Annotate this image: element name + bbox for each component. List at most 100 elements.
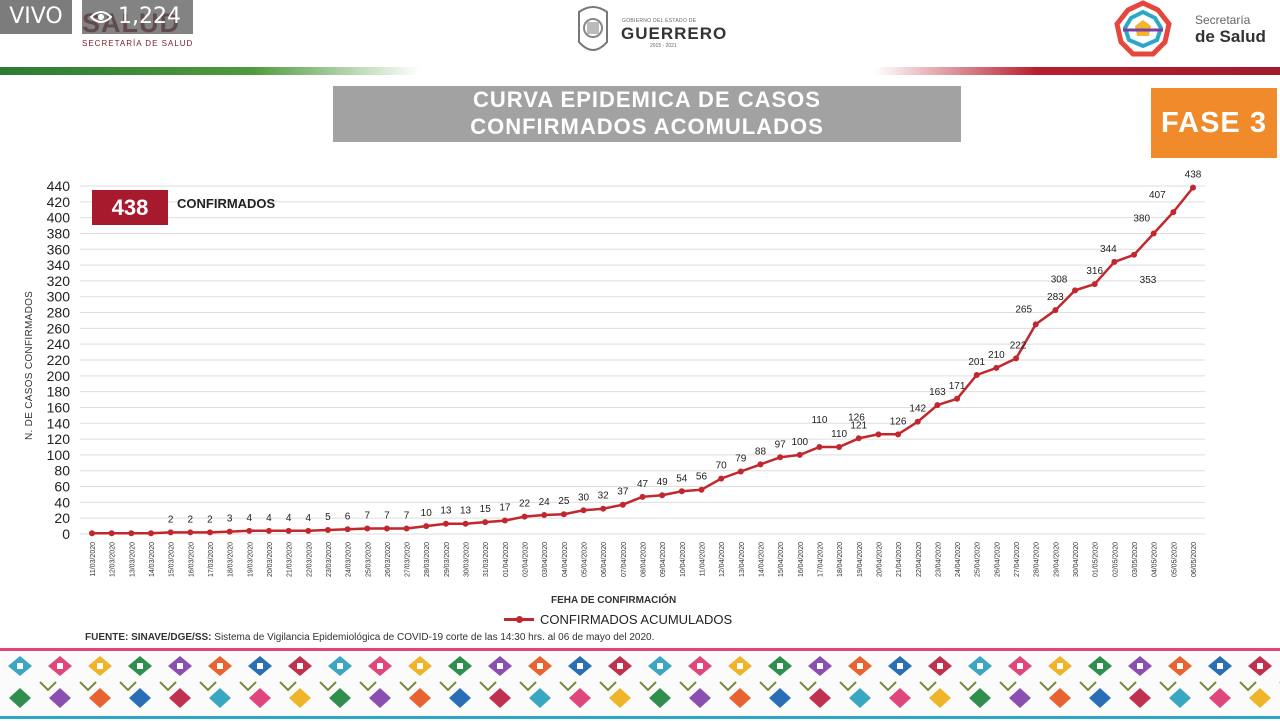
data-point (639, 493, 646, 500)
eye-icon (90, 11, 112, 23)
x-axis-title: FEHA DE CONFIRMACIÓN (551, 595, 677, 606)
secretaria-name: de Salud (1195, 27, 1266, 46)
data-point (482, 519, 489, 526)
data-point (796, 451, 803, 458)
x-tick-label: 15/04/2020 (778, 542, 785, 577)
x-tick-label: 04/05/2020 (1152, 542, 1159, 577)
x-tick-label: 13/04/2020 (739, 542, 746, 577)
data-label: 56 (696, 472, 708, 483)
x-tick-label: 10/04/2020 (680, 542, 687, 577)
secretaria-star-logo-icon (1114, 0, 1172, 57)
data-point (383, 525, 390, 532)
data-point (187, 529, 194, 536)
source-prefix: FUENTE: SINAVE/DGE/SS: (85, 632, 212, 643)
data-point (403, 525, 410, 532)
data-point (1032, 321, 1039, 328)
data-label: 4 (247, 513, 253, 524)
header-band-green (0, 67, 420, 75)
data-label: 15 (480, 504, 492, 515)
epidemic-curve-chart: 0204060801001201401601802002202402602803… (47, 170, 1205, 577)
salud-logo-subtitle: SECRETARÍA DE SALUD (82, 39, 194, 48)
data-label: 54 (676, 473, 688, 484)
data-point (836, 444, 843, 450)
y-tick-label: 280 (47, 305, 71, 321)
data-label: 316 (1086, 266, 1103, 277)
data-label: 47 (637, 479, 649, 490)
x-tick-label: 25/04/2020 (975, 542, 982, 577)
data-label: 6 (345, 511, 351, 522)
phase-badge: FASE 3 (1151, 88, 1277, 158)
y-tick-label: 240 (47, 336, 71, 352)
x-tick-label: 16/04/2020 (798, 542, 805, 577)
data-point (108, 530, 115, 537)
data-point (89, 530, 95, 537)
x-tick-label: 21/03/2020 (287, 542, 294, 577)
x-tick-label: 25/03/2020 (365, 542, 372, 577)
data-point (757, 461, 764, 468)
data-point (659, 492, 666, 499)
data-point (226, 528, 233, 535)
y-tick-label: 420 (47, 194, 71, 210)
data-point (265, 527, 272, 534)
header-band-red (875, 67, 1280, 75)
x-tick-label: 27/04/2020 (1014, 542, 1021, 577)
live-badge: VIVO (0, 0, 72, 34)
data-label: 32 (598, 491, 610, 502)
data-label: 37 (617, 487, 629, 498)
data-label: 142 (909, 404, 926, 415)
data-label: 24 (539, 497, 551, 508)
source-note: FUENTE: SINAVE/DGE/SS: Sistema de Vigila… (85, 632, 654, 643)
data-label: 100 (791, 437, 808, 448)
viewer-count-value: 1,224 (118, 4, 181, 29)
data-point (541, 512, 548, 519)
data-label: 110 (831, 429, 847, 440)
data-point (521, 513, 528, 520)
embroidery-pattern-border (0, 646, 1280, 721)
source-text: Sistema de Vigilancia Epidemiológica de … (211, 632, 655, 643)
x-tick-label: 23/04/2020 (935, 542, 942, 577)
data-point (1111, 258, 1118, 265)
x-tick-label: 18/03/2020 (228, 542, 235, 577)
x-tick-label: 08/04/2020 (641, 542, 648, 577)
data-label: 171 (949, 381, 966, 392)
data-label: 2 (168, 514, 174, 525)
data-label: 49 (657, 477, 669, 488)
x-tick-label: 13/03/2020 (129, 542, 136, 577)
x-tick-label: 29/03/2020 (444, 542, 451, 577)
data-label: 407 (1149, 190, 1166, 201)
data-point (246, 527, 253, 534)
x-tick-label: 11/04/2020 (699, 542, 706, 577)
x-tick-label: 26/03/2020 (385, 542, 392, 577)
x-tick-label: 20/03/2020 (267, 542, 274, 577)
x-tick-label: 06/05/2020 (1191, 542, 1198, 577)
y-tick-label: 20 (54, 510, 70, 526)
x-tick-label: 19/04/2020 (857, 542, 864, 577)
chart-title: CURVA EPIDEMICA DE CASOS CONFIRMADOS ACO… (333, 86, 961, 142)
data-point (678, 488, 685, 495)
y-tick-label: 160 (47, 399, 71, 415)
x-tick-label: 06/04/2020 (601, 542, 608, 577)
data-label: 13 (460, 506, 472, 517)
x-tick-label: 12/03/2020 (110, 542, 117, 577)
data-label: 121 (850, 420, 867, 431)
data-point (934, 402, 941, 409)
x-tick-label: 07/04/2020 (621, 542, 628, 577)
data-label: 308 (1051, 274, 1068, 285)
y-tick-label: 220 (47, 352, 71, 368)
data-label: 22 (519, 499, 531, 510)
data-label: 222 (1010, 340, 1027, 351)
x-tick-label: 30/03/2020 (464, 542, 471, 577)
data-point (737, 468, 744, 475)
gov-name: GUERRERO (621, 24, 728, 43)
data-label: 210 (988, 350, 1005, 361)
y-tick-label: 40 (54, 494, 70, 510)
y-tick-label: 140 (47, 415, 71, 431)
x-tick-label: 05/04/2020 (582, 542, 589, 577)
data-point (816, 444, 823, 450)
data-point (1091, 281, 1098, 288)
x-tick-label: 01/04/2020 (503, 542, 510, 577)
data-label: 3 (227, 514, 233, 525)
data-label: 126 (848, 412, 865, 423)
y-tick-label: 400 (47, 210, 71, 226)
x-tick-label: 29/04/2020 (1053, 542, 1060, 577)
